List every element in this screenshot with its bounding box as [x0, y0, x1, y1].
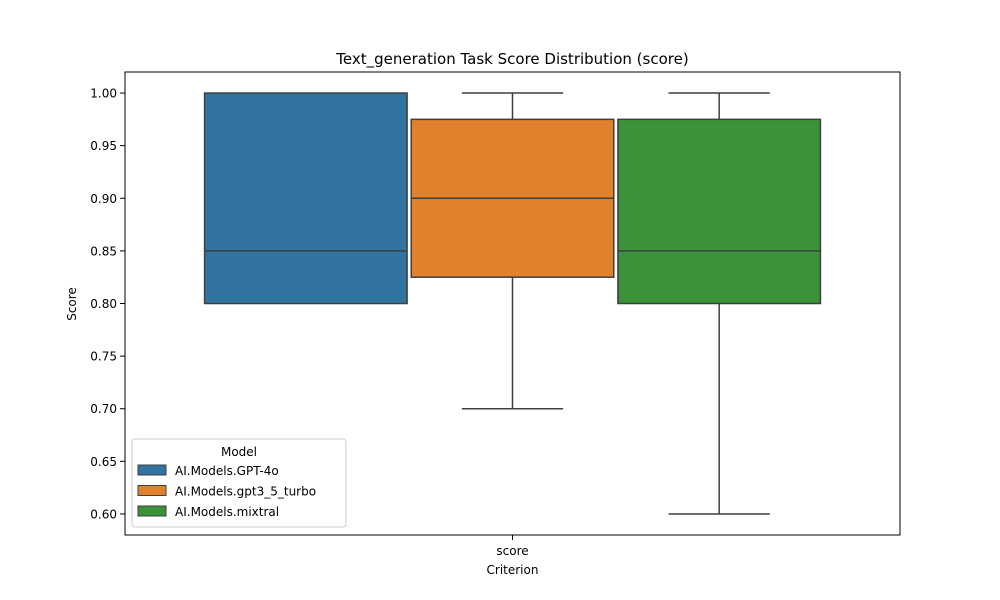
y-tick-label: 0.90 — [90, 192, 117, 206]
box-2 — [410, 92, 615, 410]
legend-swatch — [137, 485, 167, 496]
legend-label: AI.Models.gpt3_5_turbo — [175, 485, 316, 499]
y-tick-label: 1.00 — [90, 87, 117, 101]
y-tick-label: 0.70 — [90, 402, 117, 416]
box-3 — [617, 92, 822, 515]
plot-area: 0.60 0.65 0.70 0.75 0.80 0.85 0.90 0.95 1.00 scor… — [90, 71, 901, 558]
box-iqr — [203, 92, 408, 305]
legend-swatch — [137, 464, 167, 476]
legend-title: Model — [221, 445, 257, 459]
legend-box — [131, 438, 347, 528]
y-tick-label: 0.65 — [90, 455, 117, 469]
y-tick-label: 0.95 — [90, 139, 117, 153]
y-tick-label: 0.85 — [90, 244, 117, 258]
chart-title: Text_generation Task Score Distribution … — [335, 50, 688, 69]
plot-frame — [124, 71, 901, 536]
box-1 — [203, 92, 408, 305]
box-iqr — [617, 118, 822, 305]
x-tick-label: score — [496, 544, 528, 558]
x-axis-label: Criterion — [487, 563, 539, 577]
y-tick-label: 0.60 — [90, 507, 117, 521]
legend-label: AI.Models.GPT-4o — [175, 464, 279, 478]
legend: Model AI.Models.GPT-4o AI.Models.gpt3_5_tu… — [131, 438, 347, 528]
y-tick-label: 0.80 — [90, 297, 117, 311]
legend-label: AI.Models.mixtral — [175, 505, 279, 519]
y-axis-label: Score — [65, 287, 79, 321]
legend-swatch — [137, 505, 167, 517]
y-tick-label: 0.75 — [90, 350, 117, 364]
